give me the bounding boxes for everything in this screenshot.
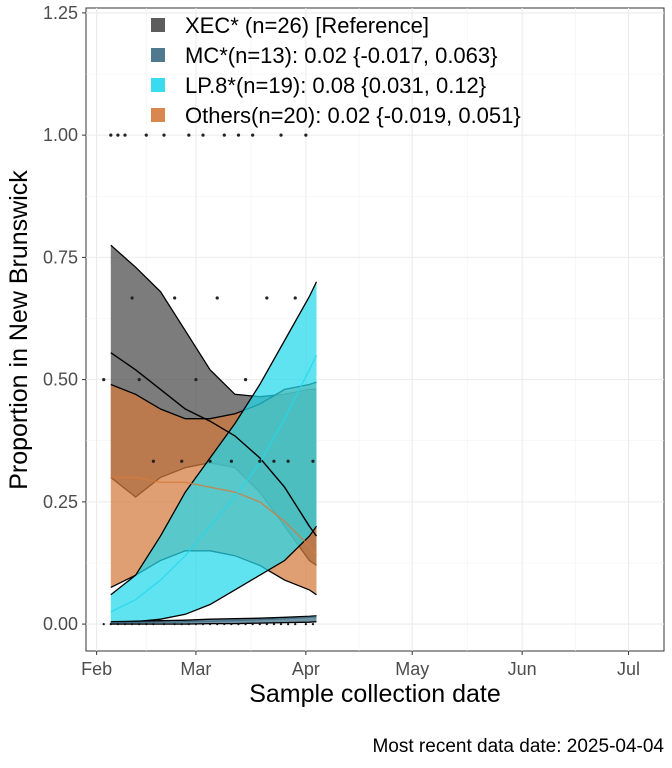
zero-point bbox=[152, 623, 155, 626]
zero-point bbox=[162, 623, 166, 626]
zero-point bbox=[102, 623, 105, 626]
observation-point bbox=[173, 296, 177, 300]
legend-swatch bbox=[151, 48, 165, 62]
ci-upper-line bbox=[110, 281, 318, 596]
zero-point bbox=[138, 623, 141, 626]
fit-line bbox=[110, 354, 318, 613]
observation-point bbox=[194, 378, 198, 382]
ci-lower-line bbox=[110, 621, 317, 625]
fit-line bbox=[110, 476, 318, 557]
observation-point bbox=[116, 133, 120, 137]
observation-point bbox=[109, 133, 113, 137]
observation-point bbox=[286, 459, 290, 463]
y-tick-label: 0.25 bbox=[43, 492, 78, 512]
observation-point bbox=[187, 133, 191, 137]
y-tick-label: 0.75 bbox=[43, 247, 78, 267]
zero-point bbox=[130, 623, 134, 626]
caption: Most recent data date: 2025-04-04 bbox=[372, 736, 664, 757]
zero-point bbox=[294, 623, 297, 626]
observation-point bbox=[311, 459, 315, 463]
zero-point bbox=[287, 623, 290, 626]
zero-point bbox=[272, 623, 276, 626]
x-tick-label: Apr bbox=[292, 659, 320, 679]
zero-point bbox=[304, 623, 307, 626]
observation-point bbox=[304, 133, 308, 137]
zero-point bbox=[201, 623, 205, 626]
observation-point bbox=[162, 133, 166, 137]
zero-point bbox=[244, 623, 247, 626]
y-axis-ticks: 0.00 0.25 0.50 0.75 1.00 1.25 bbox=[43, 3, 86, 634]
zero-point bbox=[216, 623, 219, 626]
observation-point bbox=[258, 459, 262, 463]
zero-point bbox=[123, 623, 127, 626]
observation-points bbox=[102, 133, 315, 626]
observation-point bbox=[229, 459, 233, 463]
zero-point bbox=[251, 623, 254, 626]
zero-point bbox=[237, 623, 240, 626]
x-axis-label: Sample collection date bbox=[249, 680, 501, 708]
zero-point bbox=[258, 623, 261, 626]
x-tick-label: Jul bbox=[617, 659, 640, 679]
legend-label: LP.8*(n=19): 0.08 {0.031, 0.12} bbox=[185, 73, 486, 98]
legend-swatch bbox=[151, 18, 165, 32]
observation-point bbox=[272, 459, 276, 463]
x-tick-label: Mar bbox=[180, 659, 211, 679]
observation-point bbox=[201, 133, 205, 137]
legend-swatch bbox=[151, 108, 165, 122]
y-tick-label: 1.25 bbox=[43, 3, 78, 23]
legend-label: Others(n=20): 0.02 {-0.019, 0.051} bbox=[185, 103, 521, 128]
observation-point bbox=[102, 378, 106, 382]
observation-point bbox=[236, 133, 241, 137]
zero-point bbox=[173, 623, 176, 626]
x-axis-ticks: Feb Mar Apr May Jun Jul bbox=[81, 651, 640, 679]
x-tick-label: May bbox=[395, 659, 429, 679]
zero-point bbox=[145, 623, 148, 626]
observation-point bbox=[123, 133, 127, 137]
observation-point bbox=[130, 296, 134, 300]
fit-line bbox=[110, 616, 317, 624]
y-tick-label: 0.50 bbox=[43, 370, 78, 390]
legend-label: MC*(n=13): 0.02 {-0.017, 0.063} bbox=[185, 43, 498, 68]
zero-point bbox=[230, 623, 233, 626]
zero-point bbox=[194, 623, 198, 626]
legend-swatch bbox=[151, 78, 165, 92]
legend-label: XEC* (n=26) [Reference] bbox=[185, 13, 429, 38]
zero-point bbox=[109, 623, 112, 626]
observation-point bbox=[251, 133, 255, 137]
zero-point bbox=[223, 623, 226, 626]
y-tick-label: 0.00 bbox=[43, 614, 78, 634]
fit-lines bbox=[110, 352, 318, 624]
y-tick-label: 1.00 bbox=[43, 125, 78, 145]
observation-point bbox=[180, 459, 184, 463]
observation-point bbox=[279, 133, 283, 137]
observation-point bbox=[243, 378, 248, 382]
observation-point bbox=[265, 296, 269, 300]
zero-point bbox=[187, 623, 190, 626]
observation-point bbox=[144, 133, 148, 137]
observation-point bbox=[293, 296, 297, 300]
x-tick-label: Feb bbox=[81, 659, 112, 679]
zero-point bbox=[279, 623, 283, 626]
observation-point bbox=[215, 296, 219, 300]
legend: XEC* (n=26) [Reference] MC*(n=13): 0.02 {… bbox=[151, 13, 521, 128]
zero-point bbox=[209, 623, 212, 626]
ci-band bbox=[110, 281, 317, 623]
y-axis-label: Proportion in New Brunswick bbox=[5, 170, 33, 490]
ci-upper-line bbox=[110, 615, 317, 623]
observation-point bbox=[208, 459, 212, 463]
zero-point bbox=[180, 623, 183, 626]
x-tick-label: Jun bbox=[508, 659, 537, 679]
observation-point bbox=[222, 133, 226, 137]
zero-point bbox=[265, 623, 268, 626]
observation-point bbox=[137, 378, 141, 382]
zero-point bbox=[311, 623, 315, 626]
fit-line bbox=[110, 352, 318, 537]
observation-point bbox=[151, 459, 155, 463]
zero-point bbox=[116, 623, 120, 626]
